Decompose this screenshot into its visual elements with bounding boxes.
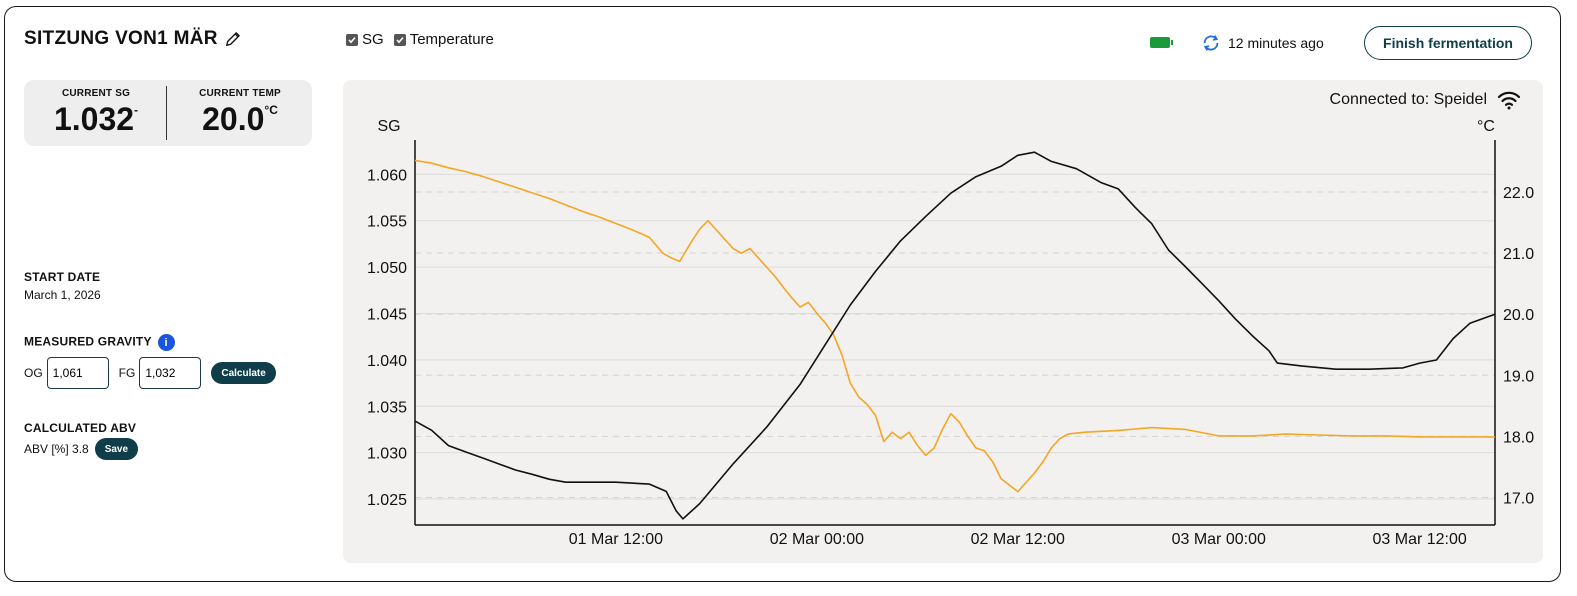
sg-checkbox[interactable]	[346, 33, 358, 46]
current-sg-unit: -	[134, 103, 139, 117]
wifi-icon	[1497, 91, 1521, 110]
measured-gravity-label: MEASURED GRAVITY	[24, 334, 152, 349]
chart-panel: Connected to: Speidel 1.025 1.030 1.035 1.0…	[343, 80, 1543, 563]
calculated-abv-label: CALCULATED ABV	[24, 421, 137, 435]
abv-row: ABV [%] 3.8 Save	[24, 438, 139, 460]
abv-value: ABV [%] 3.8	[24, 442, 89, 456]
current-sg: CURRENT SG 1.032-	[26, 88, 166, 138]
calculate-button[interactable]: Calculate	[211, 362, 276, 384]
current-readings-card: CURRENT SG 1.032- CURRENT TEMP 20.0°C	[24, 80, 312, 146]
temp-tick-label: 19.0	[1503, 368, 1534, 385]
finish-fermentation-button[interactable]: Finish fermentation	[1364, 26, 1532, 60]
current-temp-label: CURRENT TEMP	[199, 88, 281, 99]
sg-tick-label: 1.055	[367, 214, 407, 231]
current-sg-label: CURRENT SG	[61, 88, 131, 99]
time-tick-label: 01 Mar 12:00	[569, 531, 663, 548]
temp-tick-label: 17.0	[1503, 491, 1534, 508]
save-abv-button[interactable]: Save	[94, 438, 139, 460]
last-update-text: 12 minutes ago	[1228, 35, 1324, 51]
temperature-series-line	[414, 151, 1496, 520]
time-tick-label: 03 Mar 12:00	[1373, 531, 1467, 548]
sg-tick-label: 1.060	[367, 167, 407, 184]
temp-tick-label: 21.0	[1503, 246, 1534, 263]
fg-label: FG	[118, 366, 136, 380]
og-input[interactable]	[46, 357, 109, 389]
og-label: OG	[24, 366, 43, 380]
gravity-inputs: OG FG Calculate	[24, 357, 276, 389]
sg-tick-label: 1.030	[367, 446, 407, 463]
temp-tick-label: 22.0	[1503, 185, 1534, 202]
current-temp: CURRENT TEMP 20.0°C	[170, 88, 310, 138]
temp-axis-title: °C	[1477, 118, 1495, 135]
refresh-icon[interactable]	[1200, 32, 1222, 54]
temp-tick-label: 18.0	[1503, 429, 1534, 446]
app-frame	[4, 6, 1561, 582]
start-date-label: START DATE	[24, 270, 101, 284]
fg-input[interactable]	[139, 357, 202, 389]
connection-text: Connected to: Speidel	[1329, 91, 1487, 108]
temperature-checkbox-label[interactable]: Temperature	[409, 31, 494, 48]
measured-gravity-heading: MEASURED GRAVITY i	[24, 334, 175, 351]
edit-pencil-icon[interactable]	[224, 30, 242, 48]
sg-tick-label: 1.045	[367, 306, 407, 323]
time-tick-label: 03 Mar 00:00	[1172, 531, 1266, 548]
last-update: 12 minutes ago	[1200, 32, 1324, 54]
check-icon	[396, 36, 404, 43]
current-temp-value: 20.0	[202, 101, 265, 137]
temp-tick-label: 20.0	[1503, 307, 1534, 324]
session-title: SITZUNG VON1 MÄR	[24, 28, 218, 49]
current-temp-unit: °C	[264, 103, 278, 117]
sg-axis-title: SG	[377, 118, 400, 135]
sg-checkbox-label[interactable]: SG	[362, 31, 384, 48]
sg-tick-label: 1.050	[367, 260, 407, 277]
temperature-checkbox[interactable]	[393, 33, 406, 46]
fermentation-chart: 1.025 1.030 1.035 1.040 1.045 1.050 1.055 1.060…	[367, 118, 1534, 548]
stats-divider	[166, 86, 167, 140]
check-icon	[348, 36, 356, 43]
sg-tick-label: 1.035	[367, 399, 407, 416]
sg-tick-label: 1.040	[367, 353, 407, 370]
session-title-row: SITZUNG VON1 MÄR	[24, 28, 242, 50]
time-tick-label: 02 Mar 00:00	[770, 531, 864, 548]
series-toggles: SG Temperature	[346, 31, 500, 48]
time-tick-label: 02 Mar 12:00	[971, 531, 1065, 548]
sg-tick-label: 1.025	[367, 492, 407, 509]
info-icon[interactable]: i	[157, 334, 175, 351]
battery-icon	[1150, 37, 1173, 48]
start-date-value: March 1, 2026	[24, 288, 101, 302]
sg-series-line	[414, 159, 1495, 493]
connection-status: Connected to: Speidel	[1330, 90, 1521, 110]
current-sg-value: 1.032	[53, 101, 135, 137]
